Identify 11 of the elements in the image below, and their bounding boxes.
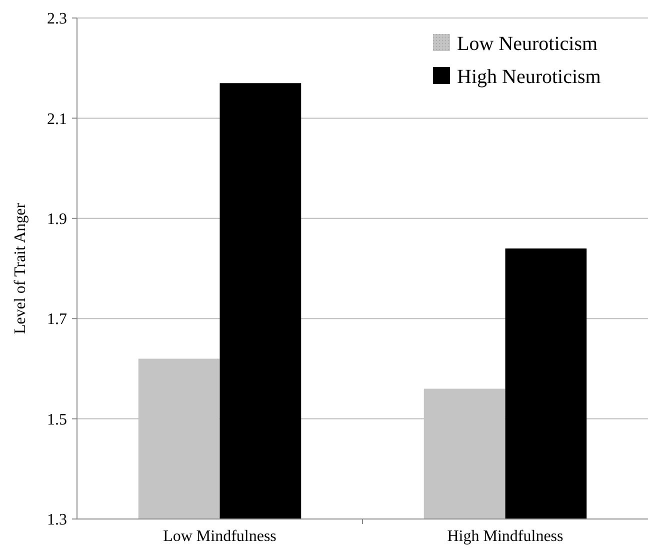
legend-label: Low Neuroticism — [457, 33, 598, 55]
y-axis-title: Level of Trait Anger — [12, 202, 29, 334]
legend-label: High Neuroticism — [457, 66, 602, 88]
y-tick-label: 1.9 — [47, 211, 67, 228]
y-tick-label: 2.3 — [47, 10, 67, 28]
y-tick-label: 1.3 — [47, 512, 67, 529]
y-tick-label: 2.1 — [47, 110, 67, 128]
x-tick-label: Low Mindfulness — [163, 528, 276, 545]
y-tick-label: 1.5 — [47, 411, 67, 428]
y-tick-label: 1.7 — [47, 311, 67, 328]
x-tick-label: High Mindfulness — [447, 528, 564, 545]
